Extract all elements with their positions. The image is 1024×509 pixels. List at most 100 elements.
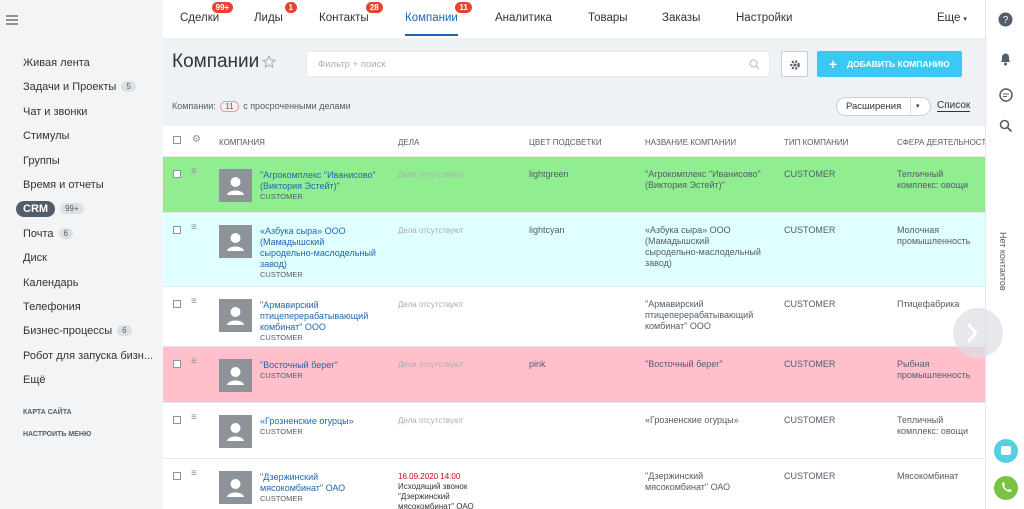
nav-tab[interactable]: Сделки 99+	[180, 2, 234, 24]
column-header[interactable]: ТИП КОМПАНИИ	[784, 138, 849, 147]
column-header[interactable]: ДЕЛА	[398, 138, 420, 147]
row-menu[interactable]: ≡	[191, 412, 197, 423]
nav-tab-label: Аналитика	[495, 12, 552, 24]
row-checkbox[interactable]	[173, 300, 181, 308]
help-icon[interactable]: ?	[998, 12, 1013, 27]
column-header[interactable]: ЦВЕТ ПОДСВЕТКИ	[529, 138, 602, 147]
sidebar-label: Стимулы	[23, 130, 70, 143]
row-checkbox[interactable]	[173, 226, 181, 234]
nav-tab[interactable]: Настройки	[736, 12, 792, 24]
sidebar-item[interactable]: Стимулы	[23, 130, 69, 142]
column-header[interactable]: НАЗВАНИЕ КОМПАНИИ	[645, 138, 737, 147]
extensions-label: Расширения	[846, 101, 902, 112]
sidebar-item[interactable]: Бизнес-процессы 6	[23, 325, 132, 337]
deals-cell: 16.09.2020 14:00 Исходящий звонок "Дзержи…	[398, 471, 493, 509]
table-row: ≡ "Восточный берег" CUSTOMER Дела отсутству…	[163, 347, 985, 403]
sidebar-item[interactable]: Календарь	[23, 277, 79, 289]
company-link[interactable]: "Дзержинский мясокомбинат" ОАО	[260, 472, 346, 493]
chat-icon[interactable]	[999, 88, 1013, 102]
open-lines-icon[interactable]	[994, 439, 1018, 463]
row-menu[interactable]: ≡	[191, 166, 197, 177]
sidebar-item[interactable]: Живая лента	[23, 57, 90, 69]
avatar-icon	[227, 367, 244, 385]
avatar	[219, 169, 252, 202]
row-checkbox[interactable]	[173, 472, 181, 480]
sidebar-item[interactable]: Почта 6	[23, 227, 73, 240]
column-header[interactable]: КОМПАНИЯ	[219, 138, 265, 147]
table-row: ≡ "Дзержинский мясокомбинат" ОАО CUSTOMER 1…	[163, 459, 985, 509]
row-menu[interactable]: ≡	[191, 468, 197, 479]
view-list[interactable]: Список	[937, 100, 971, 112]
nav-tab-label: Настройки	[736, 12, 793, 24]
company-name: «Азбука сыра» ООО (Мамадышский сыродельн…	[645, 225, 761, 268]
row-menu[interactable]: ≡	[191, 356, 197, 367]
table-row: ≡ "Агрокомплекс "Иванисово" (Виктория Эст…	[163, 157, 985, 213]
avatar-icon	[227, 307, 244, 325]
company-link[interactable]: «Грозненские огурцы»	[260, 416, 354, 426]
sidebar-item[interactable]: Чат и звонки	[23, 106, 87, 118]
nav-more[interactable]: Еще ▾	[937, 12, 967, 24]
company-type: CUSTOMER	[260, 333, 303, 342]
settings-button[interactable]	[781, 51, 808, 77]
gear-icon[interactable]: ⚙	[192, 134, 201, 145]
sidebar-link[interactable]: НАСТРОИТЬ МЕНЮ	[23, 431, 92, 438]
sidebar-label: Диск	[23, 252, 47, 265]
sidebar-link[interactable]: КАРТА САЙТА	[23, 409, 72, 416]
company-link[interactable]: "Армавирский птицеперерабатывающий комби…	[260, 300, 369, 332]
sidebar-item[interactable]: Время и отчеты	[23, 179, 104, 191]
scroll-right-button[interactable]	[953, 308, 1003, 358]
nav-tab[interactable]: Заказы	[662, 12, 700, 24]
gear-icon	[790, 60, 800, 70]
sidebar-item[interactable]: Телефония	[23, 301, 81, 313]
company-link[interactable]: "Агрокомплекс "Иванисово" (Виктория Эсте…	[260, 170, 376, 191]
avatar	[219, 299, 252, 332]
deals: Дела отсутствуют	[398, 170, 464, 179]
checkbox[interactable]	[173, 136, 181, 144]
search-icon[interactable]	[999, 119, 1013, 133]
row-menu[interactable]: ≡	[191, 222, 197, 233]
right-panel: ? Нет контактов	[985, 0, 1024, 509]
highlight-color: pink	[529, 359, 546, 369]
row-checkbox[interactable]	[173, 416, 181, 424]
avatar-icon	[227, 479, 244, 497]
sidebar-item[interactable]: CRM 99+	[16, 201, 84, 218]
column-header[interactable]: СФЕРА ДЕЯТЕЛЬНОСТИ	[897, 138, 985, 147]
nav-tab[interactable]: Аналитика	[495, 12, 552, 24]
add-company-button[interactable]: + ДОБАВИТЬ КОМПАНИЮ	[817, 51, 962, 77]
nav-tab[interactable]: Контакты 28	[319, 2, 383, 24]
sidebar-label: Чат и звонки	[23, 105, 88, 118]
company-link[interactable]: "Восточный берег"	[260, 360, 338, 370]
bell-icon[interactable]	[999, 52, 1012, 66]
row-checkbox[interactable]	[173, 170, 181, 178]
summary-count[interactable]: 11	[220, 101, 239, 112]
company-link[interactable]: «Азбука сыра» ООО (Мамадышский сыродельн…	[260, 226, 376, 269]
row-menu[interactable]: ≡	[191, 296, 197, 307]
row-checkbox[interactable]	[173, 360, 181, 368]
sidebar-label: Почта	[23, 227, 54, 240]
sidebar-label: Задачи и Проекты	[23, 81, 117, 94]
sidebar-label: Живая лента	[23, 57, 90, 69]
menu-icon[interactable]	[6, 15, 19, 26]
sidebar-item[interactable]: Задачи и Проекты 5	[23, 81, 136, 93]
nav-badge: 28	[365, 2, 383, 13]
company-name: "Армавирский птицеперерабатывающий комби…	[645, 299, 754, 331]
sidebar-item[interactable]: Диск	[23, 252, 47, 264]
deals-cell: Дела отсутствуют	[398, 169, 493, 180]
sidebar-badge: 5	[121, 81, 136, 93]
sphere: Мясокомбинат	[897, 471, 959, 481]
phone-icon[interactable]	[994, 476, 1018, 500]
header-row-border	[163, 156, 985, 157]
sidebar-item[interactable]: Группы	[23, 155, 60, 167]
sidebar-item[interactable]: Ещё	[23, 374, 46, 386]
sidebar-item[interactable]: Робот для запуска бизн...	[23, 350, 153, 362]
filter-input[interactable]: Фильтр + поиск	[306, 51, 770, 77]
nav-tab[interactable]: Компании 11	[405, 2, 472, 36]
nav-tab[interactable]: Лиды 1	[254, 2, 297, 24]
filter-placeholder: Фильтр + поиск	[318, 59, 386, 70]
extensions-button[interactable]: Расширения ▾	[836, 97, 931, 116]
deals-cell: Дела отсутствуют	[398, 415, 493, 426]
star-icon[interactable]	[262, 55, 276, 69]
sidebar-label: Календарь	[23, 276, 79, 289]
nav-tab[interactable]: Товары	[588, 12, 628, 24]
